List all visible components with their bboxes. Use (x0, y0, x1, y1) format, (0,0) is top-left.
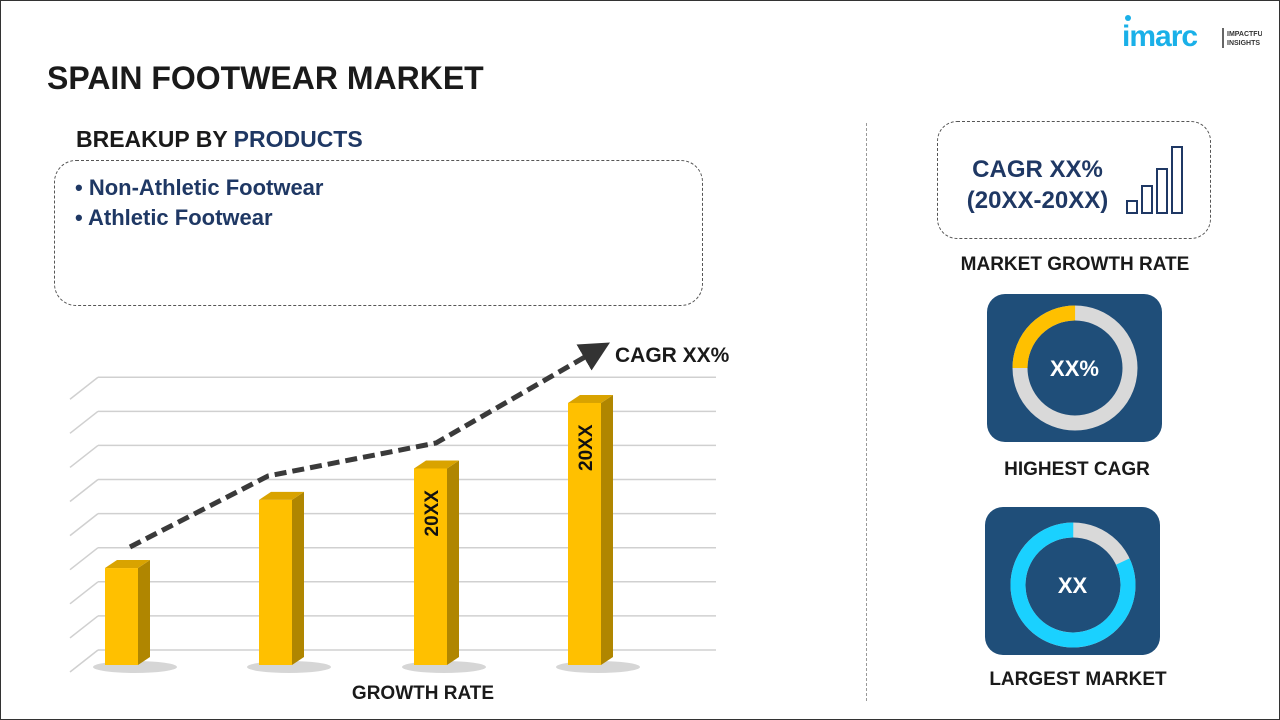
gridline-depth (69, 376, 99, 400)
gridline-depth (69, 649, 99, 673)
largest-market-card: XX (985, 507, 1160, 655)
cagr-period: (20XX-20XX) (966, 187, 1109, 214)
bar-top (105, 560, 150, 569)
highest-cagr-value: XX% (1050, 356, 1099, 381)
bar-side (447, 460, 459, 665)
largest-market-value: XX (1057, 573, 1088, 598)
bar-top (259, 491, 304, 500)
gridline-depth (69, 547, 99, 571)
segment-item: • Athletic Footwear (75, 205, 273, 230)
largest-market-label: LARGEST MARKET (989, 669, 1167, 690)
donut-segment (1010, 522, 1136, 648)
gridline-depth (69, 513, 99, 537)
bar-top (414, 460, 459, 469)
gridline-depth (69, 478, 99, 503)
gridline-depth (69, 581, 99, 605)
bar-chart-icon (1126, 146, 1183, 214)
bar-side (138, 560, 150, 665)
page-title: SPAIN FOOTWEAR MARKET (47, 60, 484, 96)
svg-text:imarc: imarc (1122, 20, 1197, 53)
segment-box: • Non-Athletic Footwear • Athletic Footw… (54, 160, 703, 306)
svg-text:INSIGHTS: INSIGHTS (1227, 40, 1260, 47)
imarc-logo: imarc IMPACTFUL INSIGHTS (1122, 15, 1262, 53)
bar-side (601, 394, 613, 665)
bar (259, 499, 292, 665)
gridline-depth (69, 615, 99, 639)
bar-side (292, 491, 304, 665)
bar (105, 568, 138, 665)
highest-cagr-label: HIGHEST CAGR (1004, 459, 1150, 480)
breakup-heading: BREAKUP BY PRODUCTS (76, 126, 363, 153)
bar-top (568, 394, 613, 403)
growth-chart: 20XX 20XX CAGR XX% GROWTH RATE (69, 342, 730, 704)
bar-label: 20XX (422, 490, 443, 537)
highest-cagr-card: XX% (987, 294, 1162, 442)
gridline-depth (69, 410, 99, 434)
divider (866, 123, 867, 701)
cagr-box (937, 121, 1211, 239)
market-growth-label: MARKET GROWTH RATE (960, 254, 1190, 275)
bar (414, 468, 447, 665)
x-axis-label: GROWTH RATE (352, 683, 494, 704)
cagr-text: CAGR XX% (20XX-20XX) (950, 154, 1125, 216)
trend-label: CAGR XX% (615, 344, 730, 367)
donut-segment (1012, 305, 1138, 431)
breakup-highlight: PRODUCTS (233, 126, 363, 152)
trend-line (128, 342, 610, 550)
bar-label: 20XX (576, 424, 597, 471)
breakup-prefix: BREAKUP BY (76, 126, 234, 152)
cagr-value: CAGR XX% (972, 156, 1103, 183)
svg-text:IMPACTFUL: IMPACTFUL (1227, 31, 1262, 38)
segment-item: • Non-Athletic Footwear (75, 175, 324, 200)
bar (568, 402, 601, 665)
gridline-depth (69, 444, 99, 469)
